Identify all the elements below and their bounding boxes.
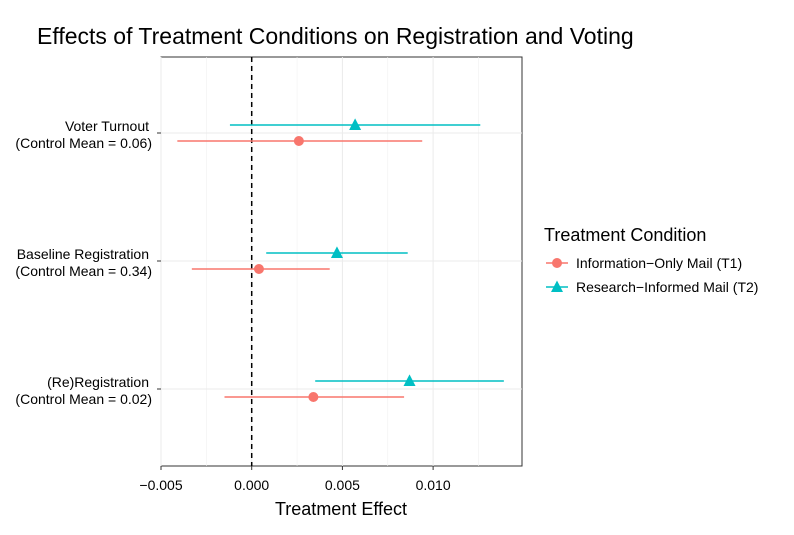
- x-axis-title: Treatment Effect: [275, 499, 407, 519]
- point-marker-triangle: [349, 118, 362, 130]
- category-label-line1: Voter Turnout: [65, 118, 149, 134]
- x-tick-label: −0.005: [139, 477, 182, 493]
- point-marker-triangle: [403, 374, 416, 386]
- x-axis: −0.005 0.000 0.005 0.010: [139, 466, 451, 493]
- category-label-line1: (Re)Registration: [47, 374, 149, 390]
- legend-key-triangle: [551, 280, 563, 292]
- legend-items: Information−Only Mail (T1) Research−Infor…: [546, 255, 758, 295]
- point-marker-circle: [253, 264, 264, 274]
- category-label-line2: (Control Mean = 0.34): [15, 263, 152, 279]
- category-label-line2: (Control Mean = 0.02): [15, 391, 152, 407]
- point-marker-circle: [308, 392, 319, 402]
- point-marker-triangle: [330, 246, 343, 258]
- series-layer: [177, 118, 504, 402]
- legend-label: Information−Only Mail (T1): [576, 255, 742, 271]
- x-tick-label: 0.005: [325, 477, 360, 493]
- category-label-line1: Baseline Registration: [17, 246, 149, 262]
- x-tick-label: 0.010: [416, 477, 451, 493]
- legend-title: Treatment Condition: [544, 225, 706, 245]
- category-label-line2: (Control Mean = 0.06): [15, 135, 152, 151]
- legend-label: Research−Informed Mail (T2): [576, 279, 758, 295]
- point-marker-circle: [293, 136, 304, 146]
- y-axis: Voter Turnout(Control Mean = 0.06) Baseli…: [15, 118, 161, 407]
- legend: Treatment Condition Information−Only Mai…: [544, 225, 758, 295]
- legend-key-circle: [552, 258, 562, 268]
- chart-title: Effects of Treatment Conditions on Regis…: [37, 23, 634, 49]
- x-tick-label: 0.000: [234, 477, 269, 493]
